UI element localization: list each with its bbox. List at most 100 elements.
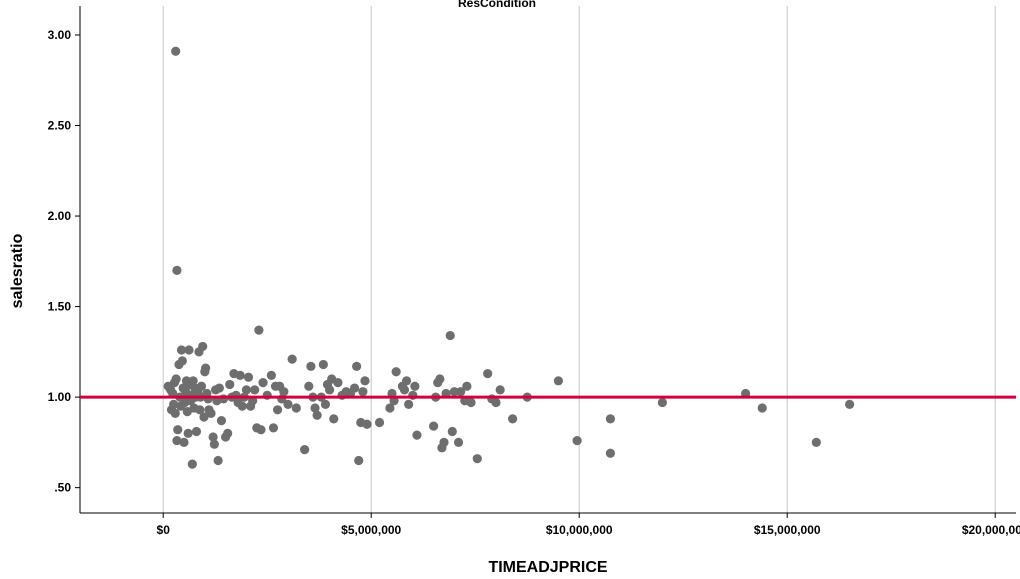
y-axis-ticks: 3.00 2.50 2.00 1.50 1.00 .50 — [48, 28, 80, 495]
data-point — [198, 341, 208, 352]
data-point — [349, 383, 360, 393]
data-point — [456, 387, 466, 397]
data-point — [171, 374, 181, 384]
data-point — [360, 376, 370, 386]
x-axis-title: TIMEADJPRICE — [488, 559, 607, 576]
data-point — [287, 354, 297, 364]
data-point — [605, 414, 616, 424]
data-point — [329, 414, 339, 424]
data-point — [250, 385, 260, 395]
data-point — [201, 363, 211, 373]
data-point — [209, 439, 219, 449]
y-tick-label: 3.00 — [48, 28, 72, 42]
data-point — [491, 397, 501, 408]
data-point — [223, 428, 233, 438]
data-point — [845, 399, 855, 409]
data-points — [163, 46, 855, 469]
data-point — [374, 417, 385, 428]
data-point — [410, 381, 420, 391]
y-tick-label: 1.50 — [48, 300, 72, 314]
x-tick-label: $20,000,000 — [962, 523, 1020, 537]
data-point — [306, 361, 316, 371]
data-point — [401, 376, 412, 386]
data-point — [172, 265, 182, 275]
data-point — [757, 403, 767, 413]
y-tick-label: .50 — [54, 481, 71, 495]
data-point — [196, 381, 207, 391]
data-point — [362, 419, 372, 429]
x-tick-label: $10,000,000 — [546, 523, 613, 537]
data-point — [483, 368, 493, 379]
data-point — [385, 403, 395, 413]
data-point — [325, 385, 335, 395]
y-tick-label: 1.00 — [48, 390, 72, 404]
data-point — [399, 385, 410, 395]
data-point — [195, 405, 205, 415]
data-point — [495, 385, 505, 395]
data-point — [177, 356, 187, 366]
data-point — [176, 345, 187, 355]
data-point — [279, 387, 289, 397]
data-point — [170, 408, 180, 419]
data-point — [291, 403, 301, 413]
y-tick-label: 2.00 — [48, 209, 72, 223]
data-point — [235, 370, 245, 380]
data-point — [169, 399, 179, 409]
data-point — [188, 376, 198, 386]
data-point — [318, 359, 328, 370]
data-point — [206, 408, 216, 419]
data-point — [508, 414, 518, 424]
data-point — [199, 412, 209, 422]
data-point — [213, 455, 223, 466]
data-point — [216, 416, 227, 426]
data-point — [214, 383, 224, 393]
data-point — [273, 405, 283, 415]
data-point — [429, 421, 439, 431]
x-axis-ticks: $0 $5,000,000 $10,000,000 $15,000,000 $20,00… — [157, 513, 1020, 537]
data-point — [605, 448, 616, 458]
x-tick-label: $5,000,000 — [341, 523, 401, 537]
data-point — [225, 379, 235, 390]
data-point — [171, 46, 181, 56]
y-tick-label: 2.50 — [48, 119, 72, 133]
data-point — [445, 330, 455, 341]
data-point — [283, 399, 293, 409]
data-point — [811, 437, 821, 447]
data-point — [172, 435, 182, 446]
data-point — [466, 397, 476, 408]
data-point — [435, 374, 445, 384]
data-point — [404, 399, 414, 409]
data-point — [184, 345, 194, 355]
data-point — [173, 425, 183, 435]
data-point — [243, 372, 254, 382]
data-point — [187, 459, 197, 469]
data-point — [237, 401, 247, 411]
y-axis-title: salesratio — [9, 233, 26, 308]
data-point — [300, 445, 310, 455]
data-point — [333, 378, 343, 388]
data-point — [447, 426, 457, 437]
data-point — [312, 410, 322, 420]
x-tick-label: $15,000,000 — [754, 523, 821, 537]
data-point — [241, 385, 251, 395]
data-point — [553, 376, 564, 386]
data-point — [462, 381, 472, 391]
data-point — [391, 367, 401, 377]
x-tick-label: $0 — [157, 523, 171, 537]
data-point — [191, 426, 202, 437]
data-point — [453, 437, 464, 447]
data-point — [657, 397, 668, 408]
data-point — [208, 432, 218, 442]
data-point — [254, 325, 264, 335]
data-point — [258, 378, 268, 388]
data-point — [268, 423, 279, 433]
data-point — [412, 430, 422, 440]
data-point — [310, 403, 320, 413]
data-point — [358, 387, 368, 397]
data-point — [572, 435, 582, 446]
gridlines — [162, 6, 996, 513]
data-point — [472, 454, 482, 464]
chart-title: ResCondition — [458, 0, 536, 10]
data-point — [183, 428, 193, 438]
